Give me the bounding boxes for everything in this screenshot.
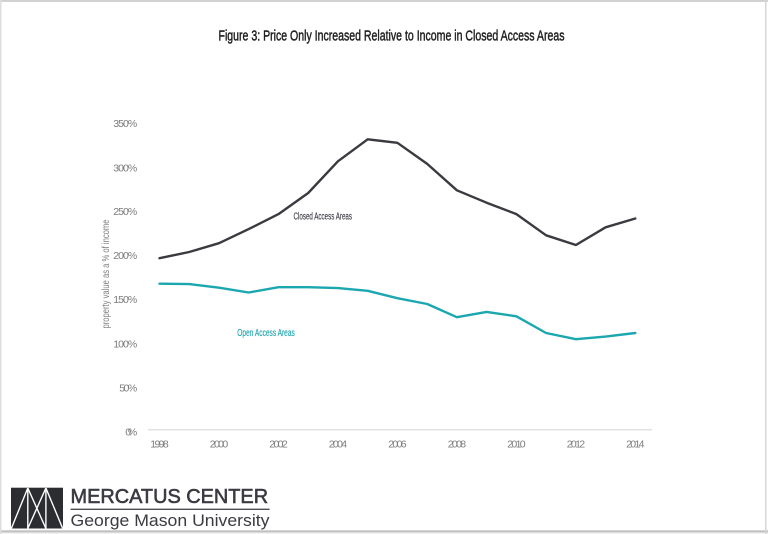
svg-text:350%: 350% — [113, 118, 137, 130]
svg-text:150%: 150% — [113, 294, 137, 306]
svg-text:2000: 2000 — [210, 438, 229, 450]
svg-text:Figure 3: Price Only Increased: Figure 3: Price Only Increased Relative … — [219, 27, 565, 44]
svg-text:2008: 2008 — [448, 438, 467, 450]
svg-text:MERCATUS CENTER: MERCATUS CENTER — [71, 485, 269, 508]
svg-text:2002: 2002 — [269, 438, 288, 450]
svg-text:2004: 2004 — [329, 438, 348, 450]
svg-text:50%: 50% — [119, 382, 137, 394]
svg-text:2010: 2010 — [507, 438, 526, 450]
svg-text:2014: 2014 — [626, 438, 645, 450]
svg-text:250%: 250% — [113, 206, 137, 218]
svg-text:2012: 2012 — [567, 438, 586, 450]
svg-text:Closed Access Areas: Closed Access Areas — [294, 211, 353, 222]
svg-text:300%: 300% — [113, 162, 137, 174]
svg-text:0%: 0% — [125, 426, 137, 438]
svg-text:1998: 1998 — [150, 438, 169, 450]
svg-text:100%: 100% — [113, 339, 137, 351]
svg-text:George Mason University: George Mason University — [71, 512, 271, 530]
svg-text:Open Access Areas: Open Access Areas — [237, 328, 294, 339]
svg-text:property value as a % of incom: property value as a % of income — [101, 219, 112, 328]
svg-text:2006: 2006 — [388, 438, 407, 450]
svg-text:200%: 200% — [113, 250, 137, 262]
